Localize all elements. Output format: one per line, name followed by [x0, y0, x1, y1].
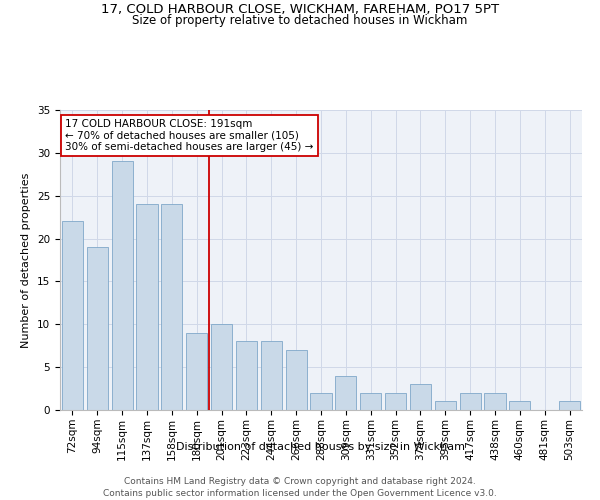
Bar [385, 393, 406, 410]
Bar [112, 162, 133, 410]
Bar [161, 204, 182, 410]
Text: Distribution of detached houses by size in Wickham: Distribution of detached houses by size … [176, 442, 466, 452]
Text: Contains HM Land Registry data © Crown copyright and database right 2024.: Contains HM Land Registry data © Crown c… [124, 478, 476, 486]
Bar [360, 393, 381, 410]
Bar [136, 204, 158, 410]
Bar [410, 384, 431, 410]
Bar [186, 333, 207, 410]
Text: 17, COLD HARBOUR CLOSE, WICKHAM, FAREHAM, PO17 5PT: 17, COLD HARBOUR CLOSE, WICKHAM, FAREHAM… [101, 2, 499, 16]
Text: Size of property relative to detached houses in Wickham: Size of property relative to detached ho… [133, 14, 467, 27]
Bar [87, 247, 108, 410]
Bar [286, 350, 307, 410]
Bar [335, 376, 356, 410]
Text: 17 COLD HARBOUR CLOSE: 191sqm
← 70% of detached houses are smaller (105)
30% of : 17 COLD HARBOUR CLOSE: 191sqm ← 70% of d… [65, 119, 314, 152]
Bar [62, 222, 83, 410]
Bar [484, 393, 506, 410]
Text: Contains public sector information licensed under the Open Government Licence v3: Contains public sector information licen… [103, 489, 497, 498]
Bar [236, 342, 257, 410]
Bar [460, 393, 481, 410]
Bar [559, 402, 580, 410]
Bar [435, 402, 456, 410]
Bar [509, 402, 530, 410]
Bar [211, 324, 232, 410]
Bar [310, 393, 332, 410]
Y-axis label: Number of detached properties: Number of detached properties [22, 172, 31, 348]
Bar [261, 342, 282, 410]
